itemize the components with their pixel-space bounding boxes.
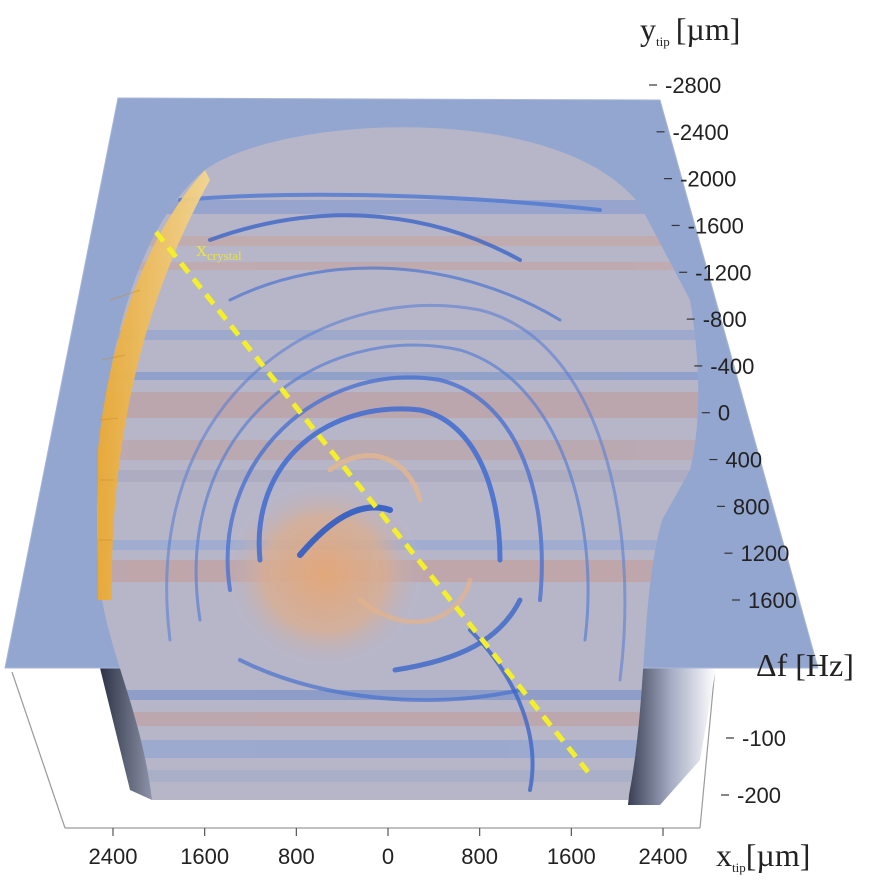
surface-edge-left [98,170,210,600]
x-tick-label: 800 [278,844,315,869]
y-tick-label: -2800 [665,73,721,98]
y-tick-label: 0 [718,401,730,426]
z-tick-label: -100 [742,726,786,751]
x-tick-label: 1600 [180,844,229,869]
y-tick-label: -800 [703,307,747,332]
y-tick-label: -2400 [673,120,729,145]
x-tick-label: 1600 [547,844,596,869]
x-tick-label: 2400 [89,844,138,869]
y-tick-label: -2000 [680,167,736,192]
y-axis: -2800 -2400 -2000 -1600 -1200 -800 -400 0 400 800… [649,73,797,613]
x-axis-title: xtip[µm] [716,837,810,875]
y-axis-title: ytip [µm] [640,11,740,49]
x-tick-label: 2400 [639,844,688,869]
y-tick-label: 800 [733,494,770,519]
y-tick-label: 1600 [748,588,797,613]
z-axis: -100 -200 [721,726,786,808]
crystal-axis-label: xcrystal [196,236,242,263]
bounding-box [11,667,716,829]
y-tick-label: 400 [725,448,762,473]
y-tick-label: -1600 [688,213,744,238]
x-axis: 2400 1600 800 0 800 1600 2400 [89,828,688,869]
z-axis-title: Δf [Hz] [756,647,854,683]
y-tick-label: -1200 [695,260,751,285]
crystal-axis-line [154,230,590,774]
z-tick-label: -200 [737,783,781,808]
surface-body [97,127,699,800]
y-tick-label: 1200 [740,541,789,566]
x-tick-label: 0 [382,844,394,869]
x-tick-label: 800 [461,844,498,869]
y-tick-label: -400 [710,354,754,379]
